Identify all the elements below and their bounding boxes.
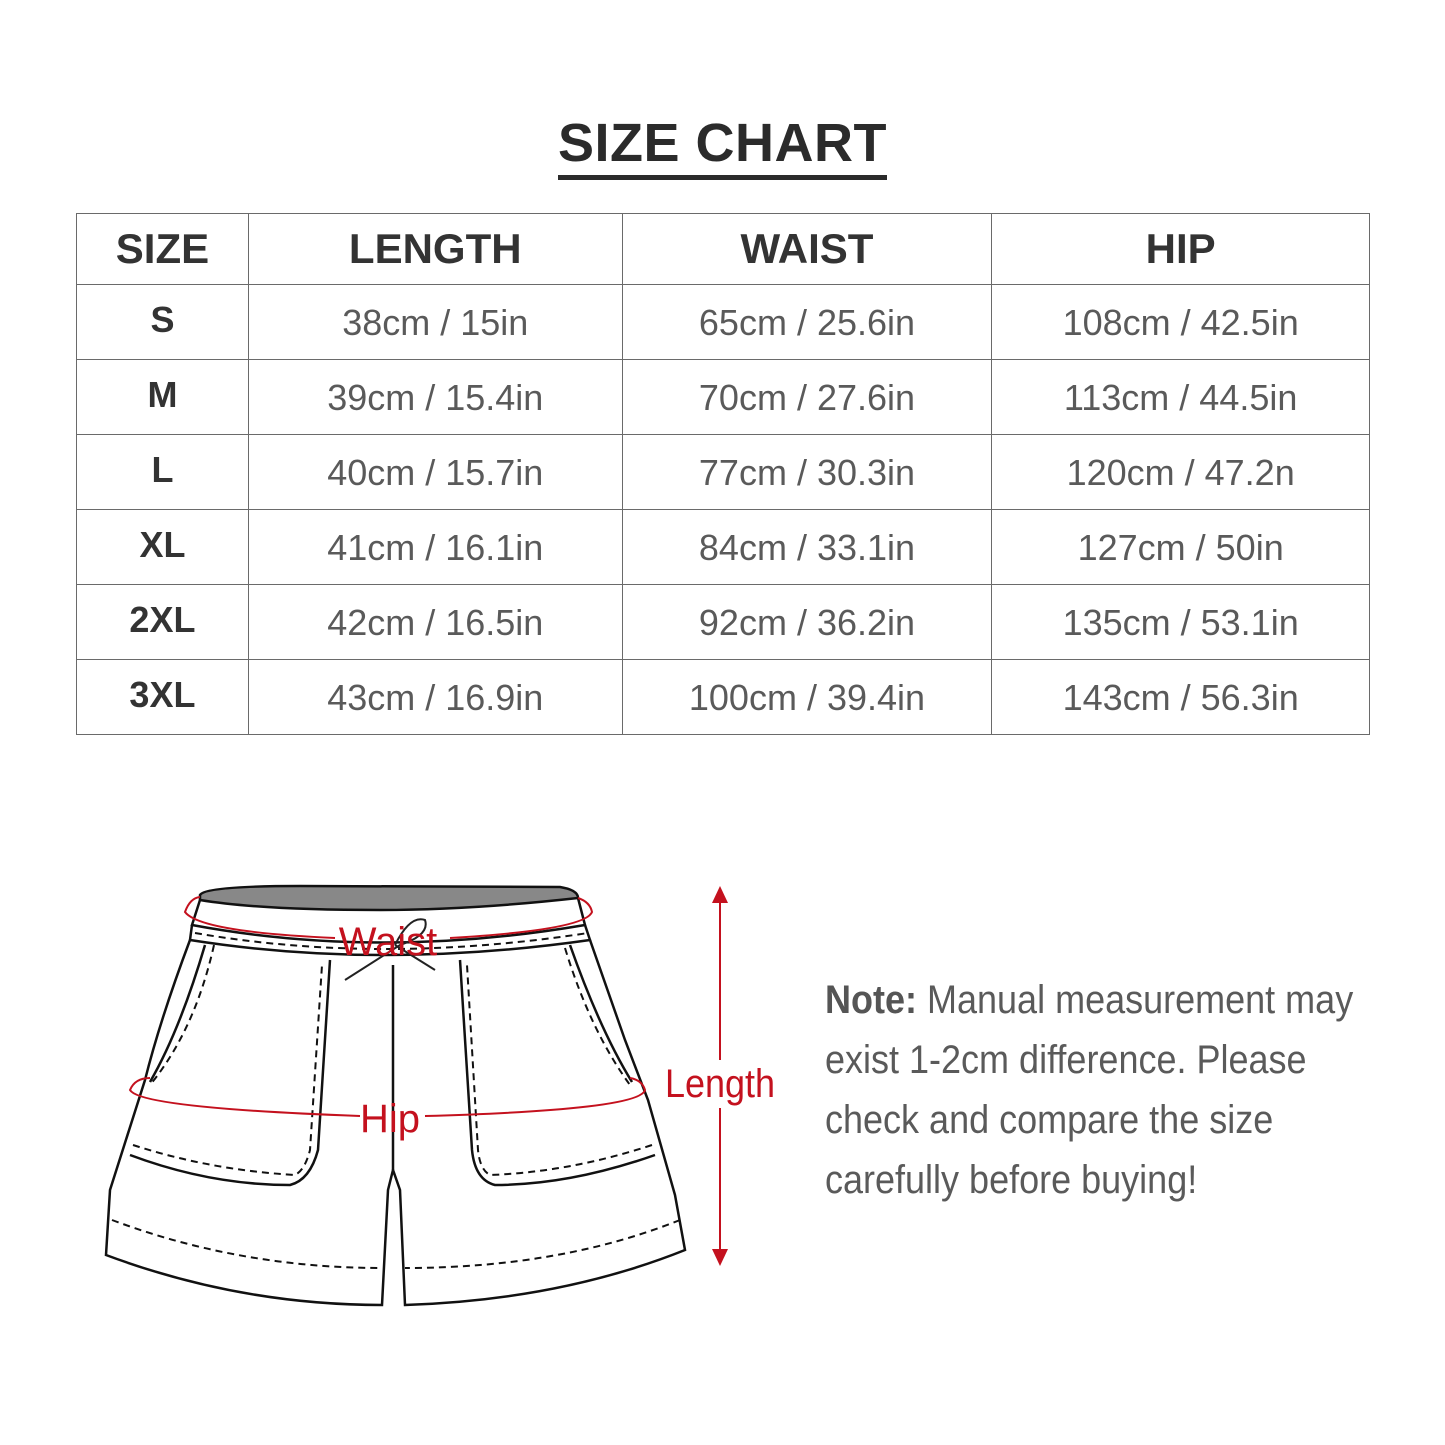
waist-cell: 84cm / 33.1in — [621, 509, 993, 585]
hip-cell: 120cm / 47.2n — [991, 434, 1370, 510]
table-row: 3XL 43cm / 16.9in 100cm / 39.4in 143cm / 56… — [76, 659, 1370, 735]
length-label: Length — [665, 1062, 775, 1106]
waist-cell: 100cm / 39.4in — [621, 659, 993, 735]
table-row: L 40cm / 15.7in 77cm / 30.3in 120cm / 47.2n — [76, 434, 1370, 510]
waist-cell: 70cm / 27.6in — [621, 359, 993, 435]
waist-label: Waist — [339, 920, 438, 964]
length-cell: 42cm / 16.5in — [247, 584, 623, 660]
size-cell: M — [76, 359, 249, 435]
note-text: Note: Manual measurement may exist 1-2cm… — [825, 970, 1365, 1210]
measure-lines — [128, 896, 721, 1250]
waist-cell: 92cm / 36.2in — [621, 584, 993, 660]
shorts-stitching — [111, 932, 681, 1269]
hip-cell: 143cm / 56.3in — [991, 659, 1370, 735]
hip-cell: 135cm / 53.1in — [991, 584, 1370, 660]
header-size: SIZE — [76, 213, 249, 285]
size-cell: XL — [76, 509, 249, 585]
hip-cell: 113cm / 44.5in — [991, 359, 1370, 435]
header-waist: WAIST — [621, 213, 993, 285]
arrow-up-icon — [712, 886, 728, 903]
hip-cell: 127cm / 50in — [991, 509, 1370, 585]
drawstring-icon — [344, 918, 436, 981]
size-cell: 2XL — [76, 584, 249, 660]
arrow-down-icon — [712, 1249, 728, 1266]
size-chart-title: SIZE CHART — [0, 112, 1445, 180]
table-row: 2XL 42cm / 16.5in 92cm / 36.2in 135cm / 53.… — [76, 584, 1370, 660]
length-cell: 41cm / 16.1in — [247, 509, 623, 585]
length-cell: 39cm / 15.4in — [247, 359, 623, 435]
shorts-outline — [104, 884, 687, 1307]
size-table: SIZE LENGTH WAIST HIP S 38cm / 15in 65cm /… — [76, 213, 1370, 735]
table-row: M 39cm / 15.4in 70cm / 27.6in 113cm / 44.5i… — [76, 359, 1370, 435]
hip-cell: 108cm / 42.5in — [991, 284, 1370, 360]
table-row: XL 41cm / 16.1in 84cm / 33.1in 127cm / 50in — [76, 509, 1370, 585]
waist-cell: 65cm / 25.6in — [621, 284, 993, 360]
length-cell: 38cm / 15in — [247, 284, 623, 360]
table-row: S 38cm / 15in 65cm / 25.6in 108cm / 42.5in — [76, 284, 1370, 360]
note-body: Manual measurement may exist 1-2cm diffe… — [825, 978, 1354, 1202]
size-cell: S — [76, 284, 249, 360]
waist-cell: 77cm / 30.3in — [621, 434, 993, 510]
hip-label: Hip — [360, 1097, 420, 1141]
header-hip: HIP — [991, 213, 1370, 285]
note-label: Note: — [825, 978, 917, 1022]
length-cell: 43cm / 16.9in — [247, 659, 623, 735]
length-cell: 40cm / 15.7in — [247, 434, 623, 510]
size-cell: 3XL — [76, 659, 249, 735]
